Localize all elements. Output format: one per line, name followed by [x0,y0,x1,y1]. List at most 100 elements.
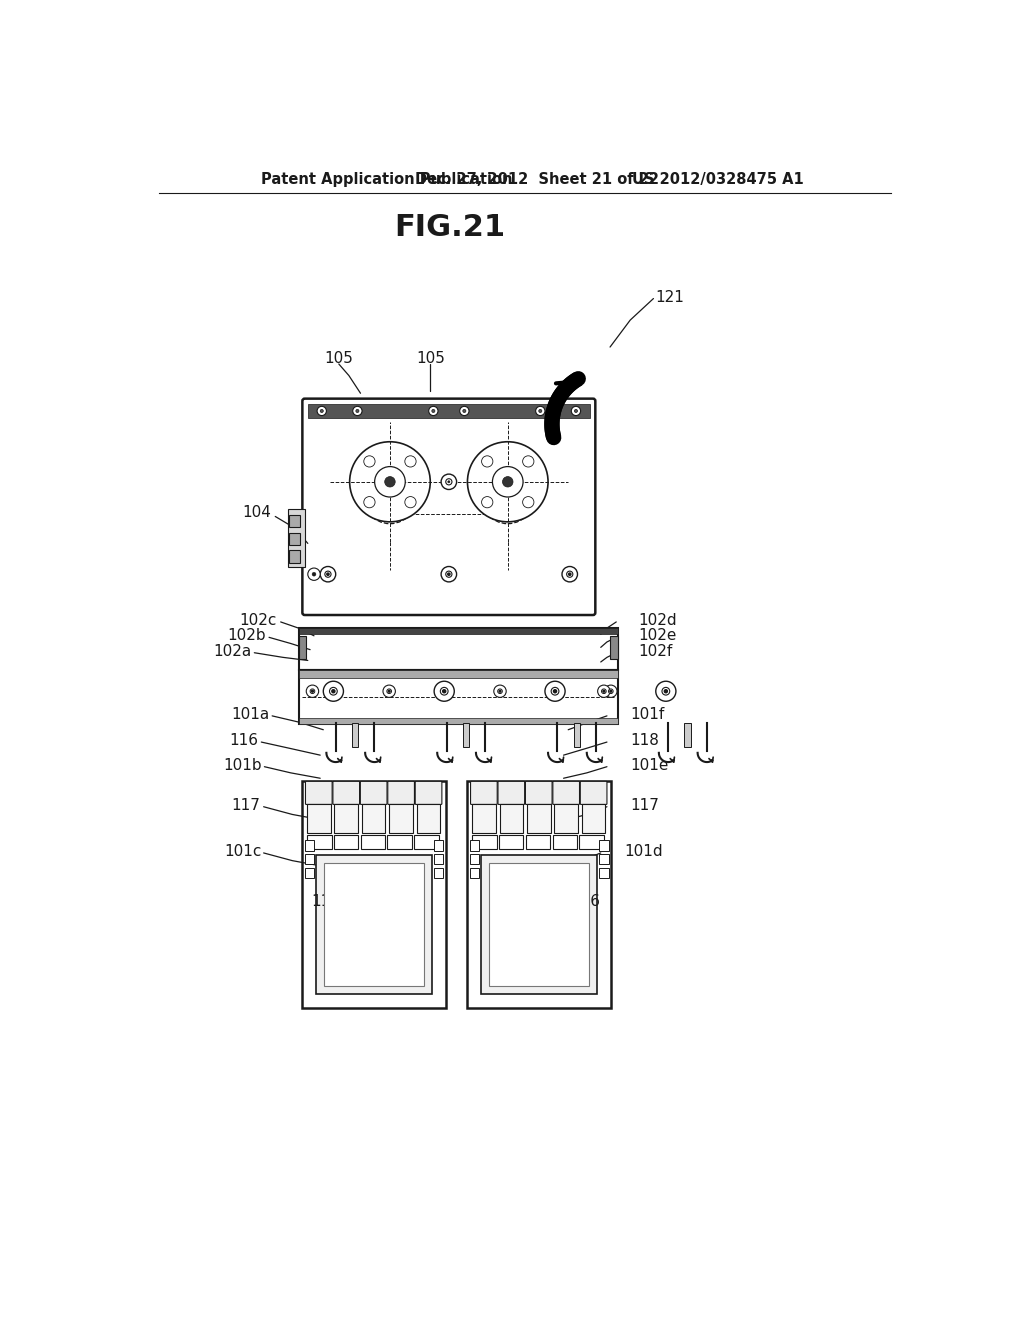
Bar [470,840,479,850]
Text: 101b: 101b [223,758,262,772]
Text: FIG.21: FIG.21 [394,214,505,242]
FancyBboxPatch shape [415,781,442,804]
Text: 102e: 102e [638,628,676,643]
Circle shape [467,442,548,521]
Text: 102a: 102a [213,644,252,659]
Circle shape [383,685,395,697]
Bar [299,628,617,635]
FancyBboxPatch shape [302,399,595,615]
Circle shape [604,685,617,697]
Text: 102c: 102c [240,612,276,628]
Circle shape [522,455,534,467]
Bar [470,867,479,878]
Circle shape [330,688,337,696]
Circle shape [447,480,450,483]
Text: 118: 118 [311,894,340,909]
Bar [684,723,690,747]
Bar [299,718,617,725]
Circle shape [545,681,565,701]
Circle shape [332,689,335,693]
Bar [334,836,358,849]
Circle shape [562,566,578,582]
Circle shape [349,442,430,521]
Text: 101d: 101d [624,843,663,859]
Circle shape [445,572,452,577]
Circle shape [404,455,416,467]
FancyBboxPatch shape [333,781,359,804]
Circle shape [432,409,435,412]
Bar [527,804,551,833]
Text: 101c: 101c [224,843,261,859]
Bar [580,836,604,849]
Bar [415,836,438,849]
Text: 102b: 102b [227,628,266,643]
Bar [299,628,617,671]
Bar [499,836,523,849]
Circle shape [442,689,445,693]
Bar [599,840,608,850]
Bar [289,550,300,562]
FancyBboxPatch shape [498,781,524,804]
Circle shape [481,455,493,467]
Circle shape [385,477,395,487]
FancyBboxPatch shape [305,781,332,804]
Text: 100: 100 [495,906,523,920]
Circle shape [662,688,670,696]
Bar [417,804,440,833]
Bar [302,780,445,1007]
Bar [307,836,332,849]
FancyBboxPatch shape [360,781,387,804]
Text: 101f: 101f [630,706,665,722]
FancyBboxPatch shape [471,781,498,804]
Text: US 2012/0328475 A1: US 2012/0328475 A1 [632,173,804,187]
Bar [472,836,497,849]
Text: 102f: 102f [638,644,672,659]
Circle shape [325,572,331,577]
Bar [389,804,413,833]
Circle shape [440,688,449,696]
Circle shape [503,477,513,487]
FancyBboxPatch shape [525,781,552,804]
Circle shape [447,573,450,576]
Circle shape [608,689,613,693]
Circle shape [306,685,318,697]
Bar [335,804,358,833]
Text: 105: 105 [325,351,353,366]
Circle shape [310,689,314,693]
Text: 117: 117 [231,797,260,813]
Circle shape [574,409,578,412]
Bar [599,854,608,865]
Circle shape [665,689,668,693]
Circle shape [445,479,452,484]
Circle shape [308,568,321,581]
Circle shape [364,455,375,467]
Circle shape [499,690,501,692]
Bar [307,804,331,833]
Circle shape [493,466,523,498]
Bar [299,671,617,678]
Bar [324,863,424,986]
Circle shape [352,407,362,416]
Circle shape [568,573,571,576]
Circle shape [375,466,406,498]
Text: 101e: 101e [630,758,669,772]
Circle shape [494,685,506,697]
Text: 101a: 101a [231,706,269,722]
Circle shape [327,573,329,576]
Text: 121: 121 [655,289,684,305]
Bar [525,836,550,849]
Circle shape [434,681,455,701]
Circle shape [460,407,469,416]
Circle shape [522,496,534,508]
FancyBboxPatch shape [388,781,415,804]
Text: 100: 100 [354,906,383,920]
Bar [553,836,578,849]
Circle shape [324,681,343,701]
Ellipse shape [476,447,539,524]
Circle shape [321,409,324,412]
Bar [305,854,314,865]
Circle shape [566,572,572,577]
Bar [489,863,589,986]
Text: 117: 117 [630,797,659,813]
Circle shape [539,409,542,412]
